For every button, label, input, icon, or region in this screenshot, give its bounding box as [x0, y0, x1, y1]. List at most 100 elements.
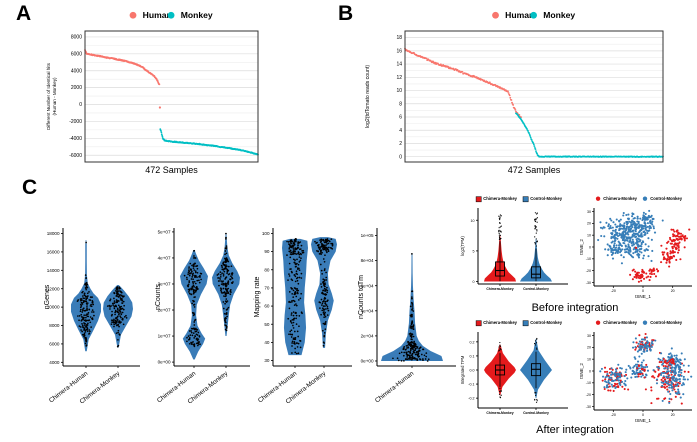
svg-text:Control-Monkey: Control-Monkey — [650, 196, 683, 201]
svg-text:0: 0 — [589, 369, 591, 373]
svg-text:0.2: 0.2 — [470, 340, 475, 344]
svg-text:6: 6 — [399, 115, 402, 121]
after-integration-violin-chart: 0.2 0.1 0.0 -0.1 -0.2 Chimera-Monkey Control-M… — [460, 320, 568, 415]
svg-text:5: 5 — [473, 250, 475, 254]
svg-text:2: 2 — [399, 141, 402, 147]
svg-text:8000: 8000 — [49, 323, 60, 328]
svg-text:Control-Monkey: Control-Monkey — [523, 411, 549, 415]
svg-text:4000: 4000 — [71, 68, 82, 74]
svg-text:8: 8 — [399, 101, 402, 107]
svg-text:-6000: -6000 — [69, 153, 82, 159]
violin-ncounts-chart: 5e+074e+073e+072e+071e+070e+00Chimera-Hu… — [155, 228, 250, 406]
svg-text:1e+05: 1e+05 — [361, 233, 374, 238]
svg-text:0.1: 0.1 — [470, 355, 475, 359]
svg-text:8e+04: 8e+04 — [361, 258, 374, 263]
after-integration-caption: After integration — [536, 424, 614, 436]
svg-text:100: 100 — [262, 231, 270, 236]
svg-text:Chimera-Monkey: Chimera-Monkey — [486, 411, 513, 415]
svg-text:20: 20 — [587, 222, 591, 226]
svg-text:4000: 4000 — [49, 360, 60, 365]
svg-text:2000: 2000 — [71, 85, 82, 91]
svg-text:Chimera-Monkey: Chimera-Monkey — [603, 196, 637, 201]
svg-text:Chimera-Monkey: Chimera-Monkey — [486, 287, 513, 291]
svg-text:-2000: -2000 — [69, 119, 82, 125]
svg-text:Integrated TPM: Integrated TPM — [460, 355, 465, 384]
svg-text:10000: 10000 — [47, 305, 60, 310]
svg-text:40: 40 — [264, 340, 270, 345]
svg-text:nCounts tdTm: nCounts tdTm — [358, 275, 365, 319]
svg-text:80: 80 — [264, 267, 270, 272]
svg-text:18: 18 — [396, 35, 402, 41]
svg-text:Human: Human — [143, 10, 172, 20]
panel-b-scatter-chart: 18 16 14 12 10 8 6 4 2 0 472 Samples log2(tdTomato … — [365, 10, 664, 175]
svg-text:1e+07: 1e+07 — [158, 334, 171, 339]
svg-text:0: 0 — [473, 280, 475, 284]
svg-text:0e+00: 0e+00 — [158, 360, 171, 365]
svg-text:30: 30 — [587, 334, 591, 338]
svg-text:-4000: -4000 — [69, 136, 82, 142]
before-integration-tsne-chart: 30 20 10 0 -10 -20 -30 -20 0 20 tSNE_1 tSNE_2 Chimer… — [579, 196, 692, 299]
svg-text:20: 20 — [671, 289, 675, 293]
svg-text:nGenes: nGenes — [44, 284, 51, 309]
svg-text:-20: -20 — [586, 393, 591, 397]
svg-text:10: 10 — [587, 233, 591, 237]
svg-text:472 Samples: 472 Samples — [508, 165, 561, 175]
svg-text:tSNE_1: tSNE_1 — [635, 294, 651, 299]
svg-text:-20: -20 — [611, 413, 616, 417]
before-integration-violin-chart: 10 5 0 Chimera-Monkey Control-Monkey log2(TPM… — [460, 196, 568, 291]
svg-text:14: 14 — [396, 62, 402, 68]
svg-text:3e+07: 3e+07 — [158, 282, 171, 287]
violin-mapping-rate-chart: 10090807060504030Chimera-HumanChimera-Mo… — [254, 228, 352, 406]
svg-text:Control-Monkey: Control-Monkey — [523, 287, 549, 291]
svg-text:Human: Human — [505, 10, 534, 20]
svg-text:0: 0 — [642, 289, 644, 293]
svg-text:-0.1: -0.1 — [468, 383, 474, 387]
svg-text:4e+07: 4e+07 — [158, 256, 171, 261]
svg-text:0.0: 0.0 — [470, 369, 475, 373]
svg-text:30: 30 — [264, 358, 270, 363]
svg-text:472 Samples: 472 Samples — [145, 165, 198, 175]
svg-text:Monkey: Monkey — [543, 10, 575, 20]
svg-text:2e+07: 2e+07 — [158, 308, 171, 313]
svg-text:50: 50 — [264, 322, 270, 327]
svg-text:-30: -30 — [586, 405, 591, 409]
violin-ngenes-chart: 1800016000140001200010000800060004000Chi… — [44, 228, 140, 406]
svg-text:Different Number of Identical: Different Number of Identical hits — [46, 62, 51, 130]
svg-text:70: 70 — [264, 286, 270, 291]
svg-text:20: 20 — [671, 413, 675, 417]
svg-text:60: 60 — [264, 304, 270, 309]
svg-text:10: 10 — [471, 219, 475, 223]
svg-text:0: 0 — [589, 245, 591, 249]
svg-text:0: 0 — [642, 413, 644, 417]
before-integration-caption: Before integration — [531, 302, 619, 314]
svg-text:16: 16 — [396, 48, 402, 54]
svg-text:8000: 8000 — [71, 35, 82, 41]
svg-text:-20: -20 — [611, 289, 616, 293]
svg-text:30: 30 — [587, 210, 591, 214]
after-integration-tsne-chart: 30 20 10 0 -10 -20 -30 -20 0 20 tSNE_1 tSNE_2 Chimer… — [579, 320, 693, 423]
svg-text:-0.2: -0.2 — [468, 397, 474, 401]
svg-text:0: 0 — [399, 154, 402, 160]
svg-text:2e+04: 2e+04 — [361, 333, 374, 338]
svg-text:4e+04: 4e+04 — [361, 308, 374, 313]
svg-text:-20: -20 — [586, 269, 591, 273]
panel-a-label: A — [16, 2, 32, 25]
svg-text:Control-Monkey: Control-Monkey — [530, 196, 563, 201]
svg-text:10: 10 — [396, 88, 402, 94]
svg-text:log2(tdTomato reads count): log2(tdTomato reads count) — [365, 65, 371, 128]
svg-text:Chimera-Monkey: Chimera-Monkey — [483, 196, 517, 201]
svg-text:4: 4 — [399, 128, 402, 134]
svg-text:-10: -10 — [586, 257, 591, 261]
svg-text:6000: 6000 — [71, 51, 82, 57]
svg-text:log2(TPM): log2(TPM) — [460, 236, 465, 256]
svg-text:5e+07: 5e+07 — [158, 230, 171, 235]
violin-ncounts-tdtm-chart: 1e+05 8e+04 6e+04 4e+04 2e+04 0e+00 Chimera-Hu… — [358, 228, 456, 404]
svg-text:18000: 18000 — [47, 231, 60, 236]
panel-a-scatter-chart: 8000 6000 4000 2000 0 -2000 -4000 -6000 472 Samp… — [46, 10, 259, 175]
svg-text:tSNE_1: tSNE_1 — [635, 418, 651, 423]
svg-text:Monkey: Monkey — [181, 10, 213, 20]
svg-text:10: 10 — [587, 357, 591, 361]
svg-text:tSNE_2: tSNE_2 — [579, 239, 584, 255]
svg-text:nCounts: nCounts — [155, 283, 162, 310]
svg-text:14000: 14000 — [47, 268, 60, 273]
